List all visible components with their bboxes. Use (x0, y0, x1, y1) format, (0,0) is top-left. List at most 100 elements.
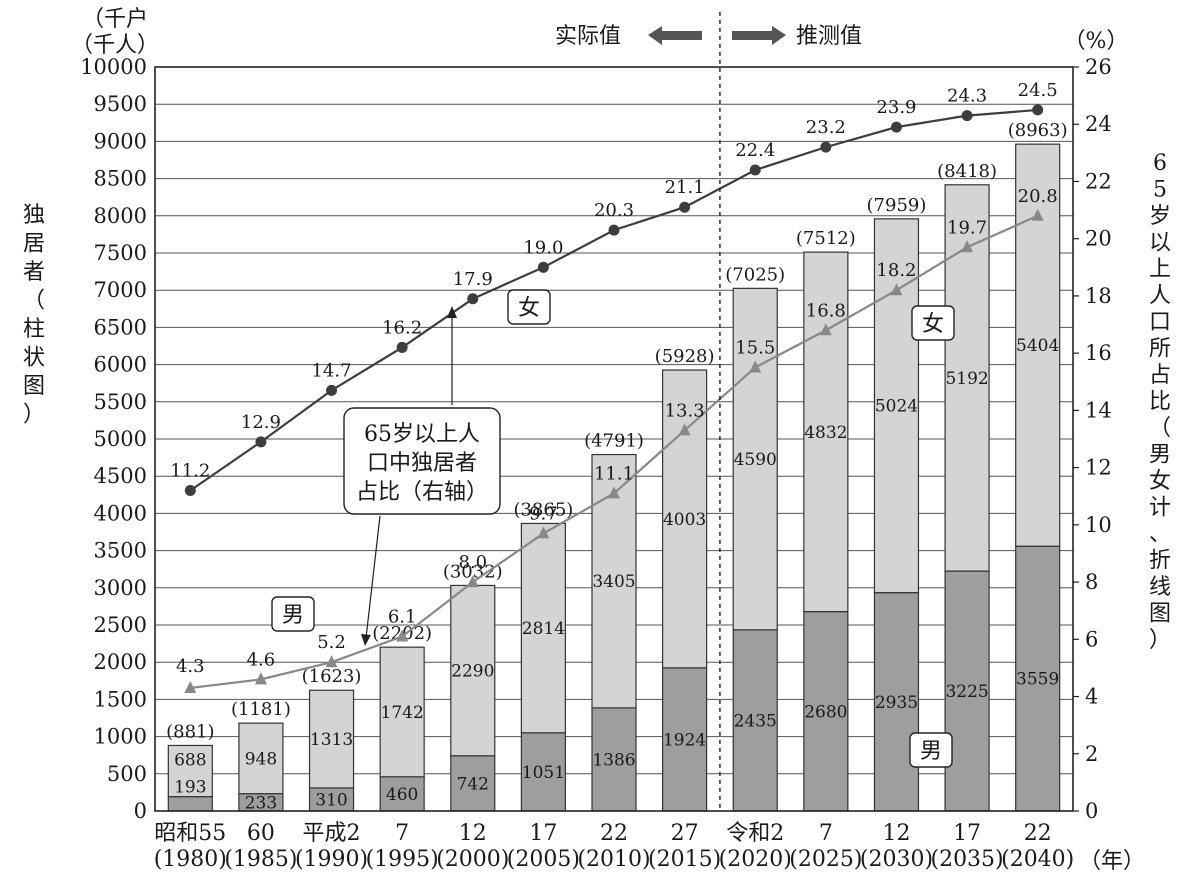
actual-arrow-icon (648, 26, 702, 45)
bar-female-value: 4832 (804, 423, 847, 443)
left-tick-label: 1500 (94, 687, 147, 711)
axis-title-char: （ (23, 289, 45, 314)
axis-title-char: 占 (1149, 363, 1171, 388)
left-tick-label: 1000 (94, 725, 147, 749)
line-label-male: 男 (282, 603, 304, 628)
left-axis-unit-2: （千人） (71, 33, 159, 58)
left-tick-label: 8000 (94, 204, 147, 228)
line-male-value: 19.7 (947, 217, 987, 238)
x-year-label: (2040) (1001, 847, 1074, 872)
bar-male-value: 742 (457, 774, 489, 794)
line-male-value: 18.2 (876, 260, 916, 281)
bar-label-male: 男 (920, 739, 942, 764)
bar-total-label: (4791) (584, 431, 644, 452)
x-tick-label: 12 (882, 821, 910, 846)
x-year-label: (2010) (577, 847, 650, 872)
right-tick-label: 24 (1085, 112, 1112, 136)
bar-female-value: 3405 (592, 572, 635, 592)
axis-title-char: 折 (1149, 549, 1171, 574)
line-male-point (608, 486, 620, 499)
line-female-point (1032, 104, 1044, 116)
bar-male (803, 611, 849, 812)
left-tick-label: 9000 (94, 129, 147, 153)
axis-title-char: 比 (1149, 390, 1171, 415)
bar-female-value: 5404 (1016, 336, 1059, 356)
axis-title-char: 6 (1153, 151, 1167, 176)
bar-male-value: 1051 (522, 763, 565, 783)
right-tick-label: 4 (1085, 685, 1098, 709)
line-male-point (184, 680, 197, 693)
x-tick-label: 昭和55 (154, 821, 226, 846)
bar-total-label: (881) (166, 721, 214, 742)
line-female-point (184, 485, 196, 497)
line-female-point (961, 110, 973, 122)
axis-title-char: 上 (1149, 257, 1171, 282)
x-year-label: (1995) (366, 847, 439, 872)
bar-total-label: (8963) (1008, 120, 1068, 141)
axis-title-char: 所 (1149, 337, 1171, 362)
bar-female (450, 584, 496, 757)
x-tick-label: 平成2 (303, 821, 361, 846)
line-male-value: 6.1 (388, 606, 417, 627)
line-female-point (326, 384, 338, 396)
bar-female (732, 287, 778, 631)
bar-female-value: 5024 (875, 397, 918, 417)
bar-total-label: (3865) (513, 499, 573, 520)
bar-female (520, 522, 566, 734)
line-female-point (396, 341, 408, 353)
right-tick-label: 26 (1085, 55, 1112, 79)
bar-male-value: 3225 (945, 682, 988, 702)
line-male-point (466, 575, 479, 588)
line-female-value: 17.9 (453, 269, 493, 290)
axis-title-char: 男 (1149, 443, 1171, 468)
x-tick-label: 22 (600, 821, 628, 846)
bar-male-value: 1924 (663, 730, 706, 750)
bar-male (944, 570, 990, 812)
left-axis-unit-1: （千户 (82, 7, 148, 32)
bar-female (308, 689, 355, 789)
line-male-point (678, 423, 691, 436)
line-male-value: 13.3 (665, 400, 705, 421)
x-tick-label: 17 (529, 821, 557, 846)
line-female-point (749, 164, 761, 176)
bar-female (662, 369, 708, 669)
axis-title-char: （ (1149, 416, 1171, 441)
axis-title-char: ） (1149, 628, 1171, 653)
callout-arrow-up-icon (447, 306, 457, 318)
axis-title-char: 、 (1149, 522, 1171, 547)
line-male-value: 15.5 (735, 337, 775, 358)
line-male-point (396, 629, 409, 642)
left-tick-label: 4500 (94, 464, 147, 488)
line-label-female: 女 (518, 296, 540, 321)
bar-female (167, 744, 213, 798)
bar-male-value: 460 (386, 785, 418, 805)
line-male-value: 4.6 (247, 649, 276, 670)
bar-total-label: (3032) (443, 561, 503, 582)
bar-female-value: 5192 (945, 369, 988, 389)
line-male-value: 16.8 (806, 300, 846, 321)
bar-female-value: 4003 (663, 510, 706, 530)
bar-male (379, 776, 425, 812)
line-male-point (325, 655, 338, 668)
axis-title-char: 状 (23, 346, 45, 371)
left-axis-label: 独居者 （ 柱状图 ） (23, 203, 45, 428)
plot-frame (154, 66, 1074, 812)
line-female-value: 23.2 (806, 117, 846, 138)
right-tick-label: 6 (1085, 627, 1098, 651)
axis-title-char: 以 (1149, 231, 1171, 256)
bar-male-value: 193 (174, 778, 206, 798)
x-year-label: (1980) (154, 847, 227, 872)
x-tick-label: 17 (953, 821, 981, 846)
left-tick-label: 5000 (94, 427, 147, 451)
x-year-label: (1990) (295, 847, 368, 872)
line-male-value: 5.2 (317, 632, 346, 653)
axis-title-char: 居 (23, 232, 45, 257)
bar-total-label: (7512) (796, 228, 856, 249)
bar-female-value: 2814 (522, 619, 565, 639)
x-tick-label: 7 (395, 821, 409, 846)
x-year-label: (2000) (436, 847, 509, 872)
line-female-value: 19.0 (523, 237, 563, 258)
callout-arrow-down-icon (361, 634, 371, 646)
